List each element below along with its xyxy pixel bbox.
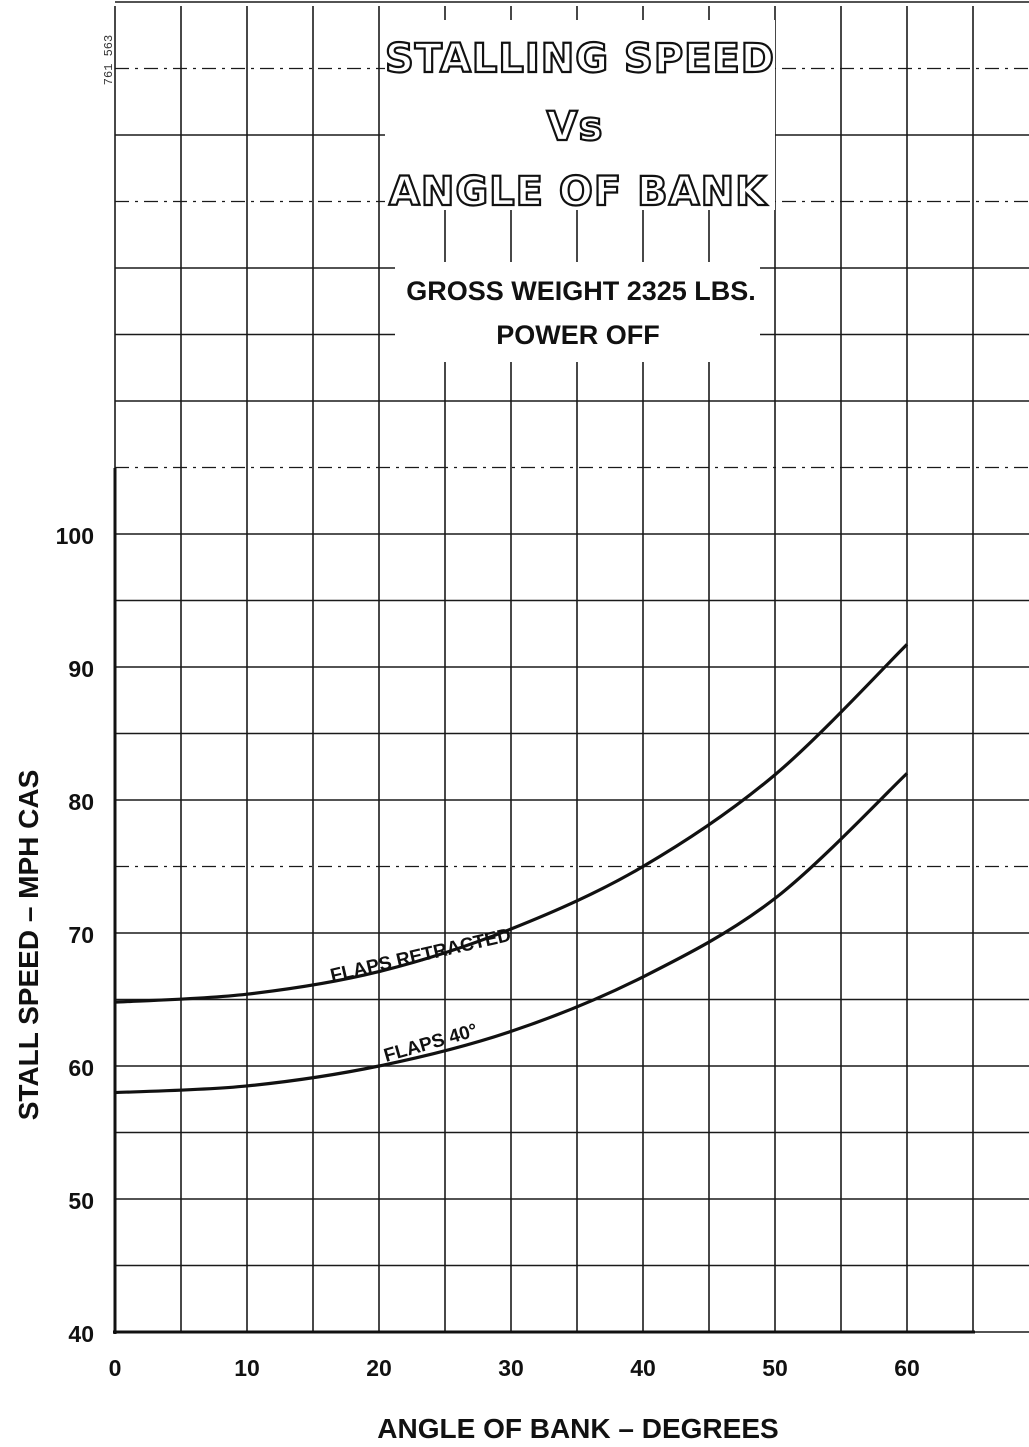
x-tick-label: 30 (498, 1355, 524, 1381)
x-axis-title: ANGLE OF BANK – DEGREES (377, 1413, 778, 1444)
x-tick-label: 40 (630, 1355, 656, 1381)
y-tick-label: 90 (68, 656, 94, 682)
chart-subtitle-line-2: POWER OFF (496, 320, 660, 350)
series-line-flaps-40 (114, 772, 909, 1095)
series-line-flaps-retracted (114, 643, 909, 1004)
x-tick-label: 60 (894, 1355, 920, 1381)
x-tick-label: 20 (366, 1355, 392, 1381)
y-tick-label: 70 (68, 922, 94, 948)
title-background (385, 20, 775, 362)
x-tick-label: 10 (234, 1355, 260, 1381)
y-tick-label: 80 (68, 789, 94, 815)
chart-title-line-2: Vs (547, 104, 604, 150)
chart-title-line-3: ANGLE OF BANK (389, 169, 768, 215)
series-label-flaps-40: FLAPS 40° (382, 1020, 480, 1067)
y-tick-label: 40 (68, 1321, 94, 1347)
y-tick-label: 60 (68, 1055, 94, 1081)
x-tick-label: 0 (109, 1355, 122, 1381)
y-tick-label: 50 (68, 1188, 94, 1214)
document-number: 761 563 (102, 35, 116, 85)
y-axis-title: STALL SPEED – MPH CAS (13, 770, 44, 1121)
chart-grid (114, 1, 1029, 1333)
chart-series (114, 643, 909, 1095)
x-tick-label: 50 (762, 1355, 788, 1381)
chart-title-line-1: STALLING SPEED (385, 36, 775, 82)
chart-subtitle-line-1: GROSS WEIGHT 2325 LBS. (406, 276, 756, 306)
y-tick-label: 100 (56, 523, 94, 549)
series-label-flaps-retracted: FLAPS RETRACTED (328, 925, 513, 987)
chart-text: 761 563 STALLING SPEED Vs ANGLE OF BANK … (13, 35, 920, 1444)
chart-axes (113, 468, 975, 1334)
